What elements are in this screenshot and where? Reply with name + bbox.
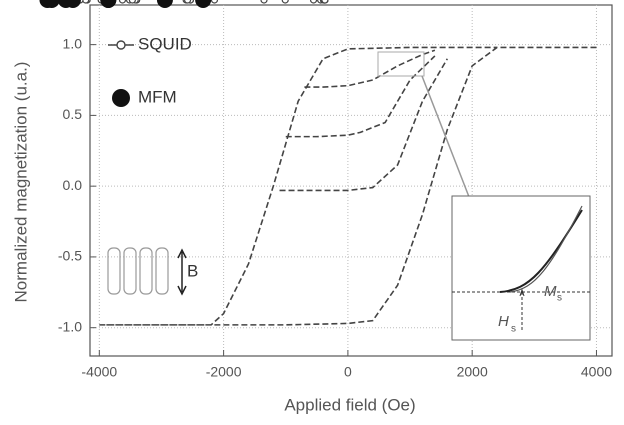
series-line — [99, 46, 597, 326]
legend-label: MFM — [138, 87, 177, 106]
zoom-box — [377, 51, 425, 77]
legend-marker — [112, 89, 130, 107]
y-tick-label: 0.5 — [63, 106, 83, 122]
x-tick-label: -4000 — [81, 364, 117, 380]
point — [321, 0, 329, 4]
point — [281, 0, 289, 4]
domain-sketch — [107, 247, 187, 296]
y-tick-label: 1.0 — [63, 35, 83, 51]
point — [82, 0, 90, 4]
inset — [451, 195, 591, 341]
annotation: s — [511, 324, 516, 335]
y-tick-label: -1.0 — [58, 318, 82, 334]
point — [118, 0, 127, 4]
x-tick-label: -2000 — [206, 364, 242, 380]
point — [260, 0, 268, 4]
annotation: M — [544, 283, 557, 300]
y-axis-title: Normalized magnetization (u.a.) — [11, 62, 30, 303]
point — [195, 0, 212, 8]
point — [156, 0, 173, 8]
point — [183, 0, 192, 4]
y-tick-label: -0.5 — [58, 248, 82, 264]
x-tick-label: 2000 — [457, 364, 488, 380]
annotation: B — [187, 261, 198, 280]
legend-marker — [116, 40, 126, 50]
legend-label: SQUID — [138, 34, 192, 53]
x-tick-label: 0 — [344, 364, 352, 380]
point — [309, 0, 318, 4]
point — [128, 0, 136, 4]
point — [39, 0, 56, 8]
x-tick-label: 4000 — [581, 364, 612, 380]
point — [57, 0, 74, 8]
point — [100, 0, 117, 8]
annotation: s — [557, 293, 562, 304]
point — [210, 0, 219, 4]
y-tick-label: 0.0 — [63, 177, 83, 193]
x-axis-title: Applied field (Oe) — [284, 395, 415, 414]
annotation: H — [498, 313, 509, 330]
